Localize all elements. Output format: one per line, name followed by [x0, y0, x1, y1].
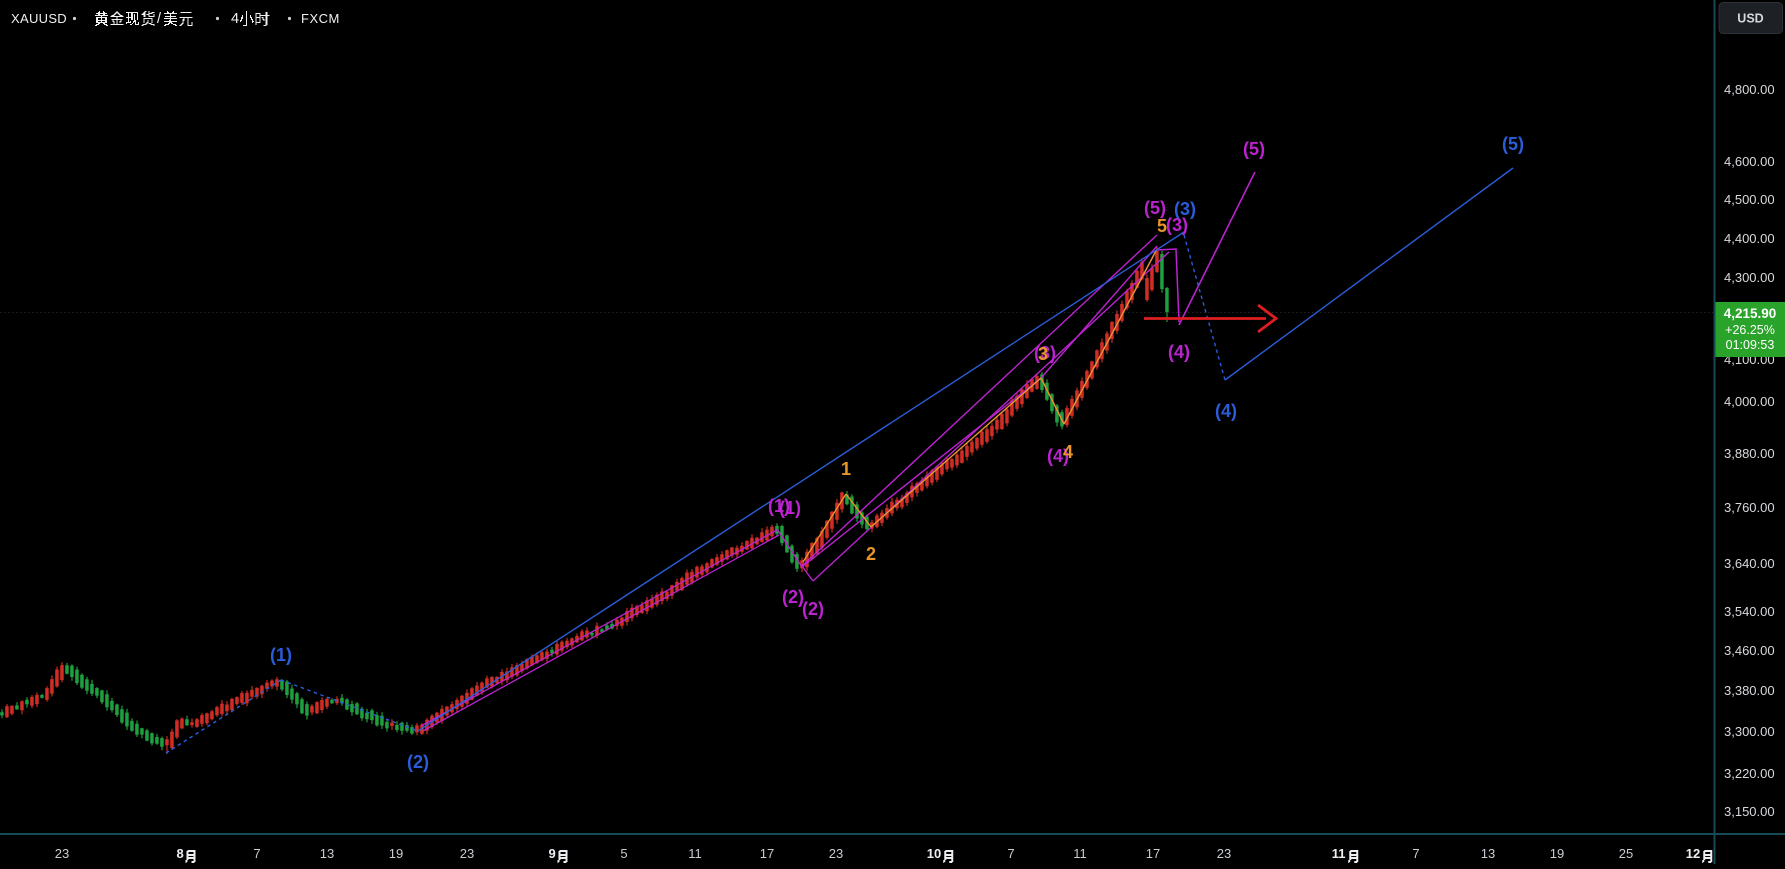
svg-text:3,380.00: 3,380.00 [1724, 683, 1775, 698]
svg-text:4,800.00: 4,800.00 [1724, 82, 1775, 97]
svg-text:3,880.00: 3,880.00 [1724, 446, 1775, 461]
svg-text:9: 9 [549, 846, 556, 861]
svg-text:3,640.00: 3,640.00 [1724, 556, 1775, 571]
svg-text:XAUUSD: XAUUSD [11, 11, 67, 26]
svg-text:+26.25%: +26.25% [1725, 323, 1775, 337]
svg-text:4,215.90: 4,215.90 [1724, 306, 1777, 321]
svg-text:3,460.00: 3,460.00 [1724, 643, 1775, 658]
svg-text:(4): (4) [1168, 342, 1190, 362]
svg-text:1: 1 [841, 459, 851, 479]
svg-text:(4): (4) [1215, 401, 1237, 421]
svg-text:2: 2 [866, 544, 876, 564]
svg-text:(2): (2) [802, 599, 824, 619]
svg-text:01:09:53: 01:09:53 [1726, 338, 1775, 352]
svg-text:12: 12 [1686, 846, 1700, 861]
svg-text:23: 23 [1217, 846, 1231, 861]
svg-text:4,500.00: 4,500.00 [1724, 192, 1775, 207]
svg-text:5: 5 [1157, 216, 1167, 236]
svg-text:10: 10 [927, 846, 941, 861]
svg-text:(5): (5) [1243, 139, 1265, 159]
svg-text:5: 5 [620, 846, 627, 861]
svg-text:11: 11 [1332, 846, 1346, 861]
svg-text:8: 8 [177, 846, 184, 861]
svg-text:(3): (3) [1166, 215, 1188, 235]
svg-text:23: 23 [55, 846, 69, 861]
svg-text:3,150.00: 3,150.00 [1724, 804, 1775, 819]
svg-text:(1): (1) [779, 498, 801, 518]
svg-text:3,220.00: 3,220.00 [1724, 766, 1775, 781]
svg-text:3: 3 [1038, 344, 1048, 364]
svg-text:23: 23 [460, 846, 474, 861]
svg-text:19: 19 [389, 846, 403, 861]
svg-text:25: 25 [1619, 846, 1633, 861]
svg-text:3,760.00: 3,760.00 [1724, 500, 1775, 515]
svg-text:13: 13 [320, 846, 334, 861]
svg-text:(2): (2) [407, 752, 429, 772]
svg-text:7: 7 [253, 846, 260, 861]
svg-text:19: 19 [1550, 846, 1564, 861]
svg-text:4: 4 [1063, 442, 1073, 462]
svg-text:3,300.00: 3,300.00 [1724, 724, 1775, 739]
svg-text:(2): (2) [782, 587, 804, 607]
svg-text:4,600.00: 4,600.00 [1724, 154, 1775, 169]
svg-text:7: 7 [1007, 846, 1014, 861]
svg-text:23: 23 [829, 846, 843, 861]
svg-text:17: 17 [760, 846, 774, 861]
svg-text:(5): (5) [1144, 198, 1166, 218]
svg-text:USD: USD [1737, 12, 1763, 26]
svg-text:7: 7 [1412, 846, 1419, 861]
svg-text:4,300.00: 4,300.00 [1724, 270, 1775, 285]
svg-text:17: 17 [1146, 846, 1160, 861]
svg-text:4: 4 [231, 11, 239, 27]
svg-text:11: 11 [1073, 846, 1087, 861]
svg-text:4,000.00: 4,000.00 [1724, 394, 1775, 409]
svg-text:3,540.00: 3,540.00 [1724, 604, 1775, 619]
svg-text:13: 13 [1481, 846, 1495, 861]
svg-text:(1): (1) [270, 645, 292, 665]
svg-text:FXCM: FXCM [301, 11, 340, 26]
svg-text:(5): (5) [1502, 134, 1524, 154]
svg-text:4,400.00: 4,400.00 [1724, 231, 1775, 246]
svg-text:11: 11 [688, 846, 702, 861]
